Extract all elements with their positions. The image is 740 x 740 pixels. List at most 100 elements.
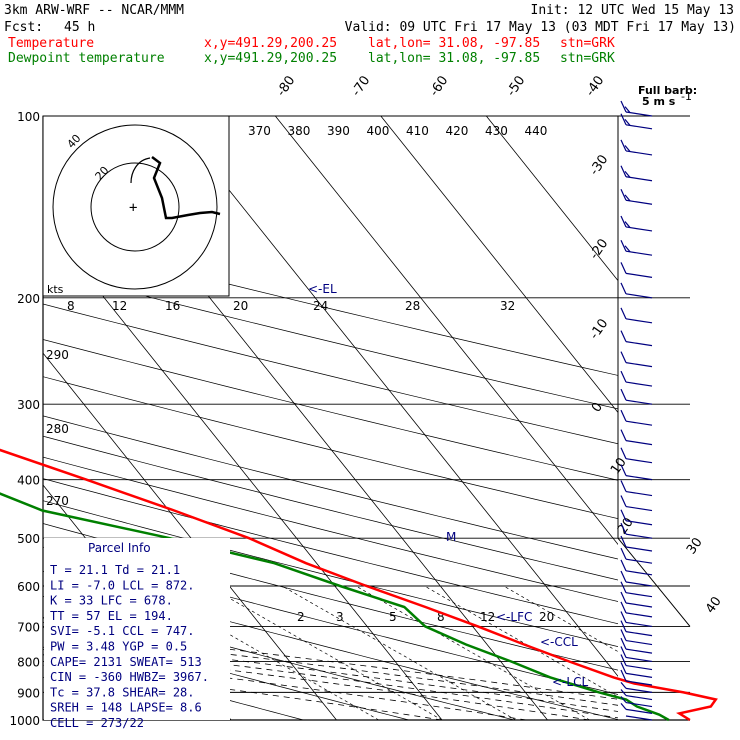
- parcel-info-box: [44, 538, 230, 720]
- moist-adiabat-line: [43, 631, 618, 706]
- wind-barb-staff: [625, 631, 653, 637]
- wind-barb-flag: [620, 681, 627, 689]
- moist-adiabat-line: [43, 654, 527, 720]
- wind-barb-flag: [620, 189, 627, 201]
- parcel-info-panel: Parcel Info T = 21.1 Td = 21.1LI = -7.0 …: [44, 538, 230, 730]
- isotherm-label: -10: [587, 316, 611, 342]
- hodograph-ring-outer: [52, 124, 218, 290]
- isotherm-line: [274, 116, 618, 546]
- wind-barb-flag: [620, 113, 627, 126]
- wind-barb-staff: [625, 602, 653, 608]
- parcel-info-row: CELL = 273/22: [50, 716, 144, 730]
- wind-barb-flag: [620, 654, 627, 666]
- wind-barb-staff: [625, 621, 653, 628]
- isotherm-line: [43, 352, 337, 720]
- init-time: Init: 12 UTC Wed 15 May 13: [531, 3, 735, 18]
- wind-barb-flag: [620, 601, 627, 614]
- wind-barb-flag: [620, 100, 627, 113]
- theta-label: 440: [525, 124, 548, 138]
- kts-label: 28: [405, 299, 420, 313]
- wind-barb-flag: [620, 351, 627, 363]
- wind-barb-flag: [624, 194, 631, 202]
- wind-barb-staff: [625, 546, 653, 552]
- dry-adiabat-line: [43, 435, 618, 581]
- wind-barb-staff: [625, 520, 653, 526]
- dry-adiabat-line: [43, 269, 618, 410]
- dry-adiabat-line: [43, 622, 411, 720]
- temperature-profile: [0, 448, 718, 722]
- wind-barb-staff: [625, 648, 653, 654]
- wind-barb-flag: [620, 559, 627, 572]
- mixing-ratio-label: 8: [437, 610, 445, 624]
- lcl-marker: <-LCL: [552, 675, 588, 689]
- wind-barb-staff: [625, 680, 653, 686]
- mixing-ratio-line: [355, 585, 590, 720]
- barb-legend-title: Full barb:: [638, 84, 697, 97]
- wind-barb-flag: [620, 388, 627, 401]
- wind-barb-flag: [620, 522, 627, 535]
- theta-label: 380: [288, 124, 311, 138]
- valid-time: Valid: 09 UTC Fri 17 May 13 (03 MDT Fri …: [345, 20, 736, 35]
- pressure-tick-label: 1000: [9, 714, 40, 728]
- temperature-stn: stn=GRK: [560, 36, 615, 51]
- wind-barb-staff: [625, 420, 653, 426]
- wind-barb-staff: [625, 612, 653, 618]
- pressure-tick-label: 100: [17, 110, 40, 124]
- mixing-ratio-line: [424, 585, 618, 698]
- dewpoint-latlon: lat,lon= 31.08, -97.85: [368, 51, 540, 66]
- isotherm-label: -40: [583, 73, 607, 99]
- temperature-legend: Temperature: [8, 36, 94, 51]
- wind-barb-flag: [620, 165, 627, 178]
- mixing-ratio-label: 20: [539, 610, 554, 624]
- wind-barb-flag: [620, 669, 627, 682]
- dry-adiabat-line: [43, 339, 618, 481]
- hodograph-trace: [151, 156, 221, 220]
- wind-barb-staff: [625, 656, 653, 663]
- wind-barb-staff: [625, 150, 653, 156]
- mixing-ratio-line: [208, 585, 443, 720]
- dry-adiabat-line: [43, 478, 618, 625]
- wind-barb-staff: [625, 362, 653, 368]
- wind-barb-staff: [625, 570, 653, 576]
- theta-label: 390: [327, 124, 350, 138]
- theta-label: 410: [406, 124, 429, 138]
- temperature-latlon: lat,lon= 31.08, -97.85: [368, 36, 540, 51]
- pressure-tick-label: 300: [17, 398, 40, 412]
- wind-barb-flag: [620, 591, 627, 604]
- parcel-info-row: LI = -7.0 LCL = 872.: [50, 578, 195, 592]
- wind-barb-flag: [620, 581, 627, 593]
- m-marker: M: [446, 530, 456, 544]
- isotherm-label: -30: [587, 152, 611, 178]
- isotherm-label: -20: [587, 236, 611, 262]
- wind-barb-flag: [624, 170, 631, 178]
- wind-barb-staff: [625, 124, 653, 130]
- dewpoint-legend: Dewpoint temperature: [8, 51, 165, 66]
- parcel-info-row: SREH = 148 LAPSE= 8.6: [50, 701, 202, 715]
- wind-barb-staff: [625, 318, 653, 324]
- wind-barb-staff: [625, 226, 653, 232]
- wind-barb-flag: [620, 464, 627, 476]
- wind-barb-staff: [625, 272, 653, 278]
- pressure-tick-label: 800: [17, 655, 40, 669]
- wind-barb-flag: [620, 262, 627, 274]
- isotherm-label: 0: [589, 400, 606, 415]
- ccl-marker: <-CCL: [540, 635, 578, 649]
- dry-adiabat-line: [43, 456, 618, 602]
- theta-left-label: 280: [46, 422, 69, 436]
- wind-barb-flag: [620, 689, 627, 696]
- diagram-frame: [42, 116, 690, 721]
- kts-label: 12: [112, 299, 127, 313]
- lfc-marker: <-LFC: [496, 610, 532, 624]
- hodograph-trace-hook: [130, 157, 151, 184]
- wind-barb-staff: [625, 475, 653, 481]
- hodograph-kts-label: kts: [47, 283, 64, 296]
- wind-barb-staff: [625, 701, 653, 708]
- wind-barb-staff: [625, 581, 653, 587]
- wind-barb-flag: [620, 239, 627, 252]
- wind-barb-flag: [620, 447, 627, 459]
- theta-left-label: 270: [46, 494, 69, 508]
- dry-adiabat-line: [43, 500, 618, 647]
- isotherm-line: [169, 116, 618, 677]
- wind-barb-flag: [620, 696, 627, 703]
- moist-adiabat-line: [43, 641, 618, 719]
